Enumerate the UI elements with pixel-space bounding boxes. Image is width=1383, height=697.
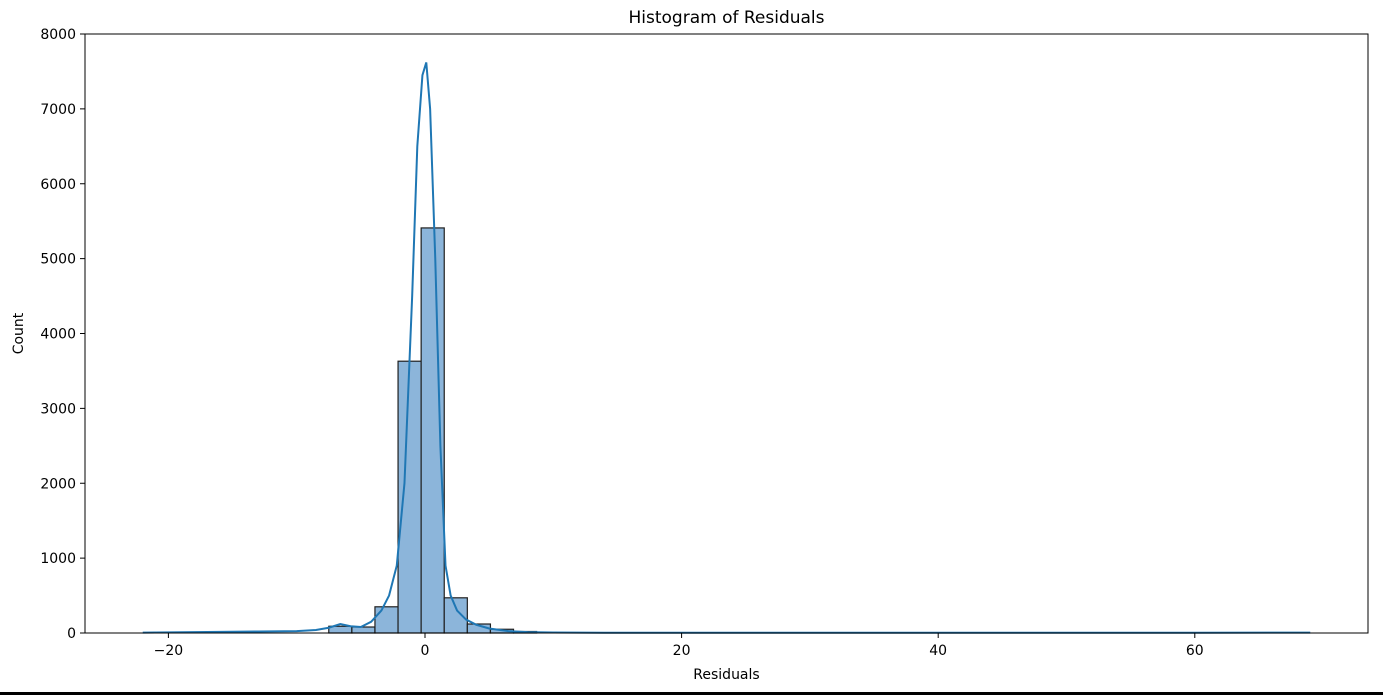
- histogram-bars: [328, 227, 538, 634]
- x-tick-label: 0: [421, 643, 430, 659]
- y-tick-label: 7000: [40, 102, 76, 118]
- x-tick-label: 20: [673, 643, 691, 659]
- y-tick-label: 1000: [40, 551, 76, 567]
- y-tick-label: 2000: [40, 476, 76, 492]
- histogram-bar: [351, 626, 376, 634]
- y-tick-label: 0: [67, 626, 76, 642]
- bottom-border-line: [0, 692, 1383, 695]
- chart-title: Histogram of Residuals: [628, 8, 824, 28]
- histogram-bar: [374, 606, 399, 634]
- x-tick-label: 40: [929, 643, 947, 659]
- y-tick-label: 6000: [40, 177, 76, 193]
- kde-line: [142, 62, 1311, 634]
- y-tick-label: 8000: [40, 27, 76, 43]
- histogram-bar: [397, 360, 422, 634]
- y-tick-label: 3000: [40, 401, 76, 417]
- y-tick-label: 5000: [40, 252, 76, 268]
- x-tick-label: −20: [154, 643, 184, 659]
- x-axis-label: Residuals: [693, 667, 759, 683]
- axis-ticks: −20 0 20 40 60 0 1000 2000 3000 4000 5000 6000 7000 8…: [40, 27, 1203, 659]
- y-tick-label: 4000: [40, 327, 76, 343]
- x-tick-label: 60: [1186, 643, 1204, 659]
- histogram-bar: [443, 597, 468, 634]
- y-axis-label: Count: [11, 312, 27, 354]
- plot-frame: [84, 33, 1369, 634]
